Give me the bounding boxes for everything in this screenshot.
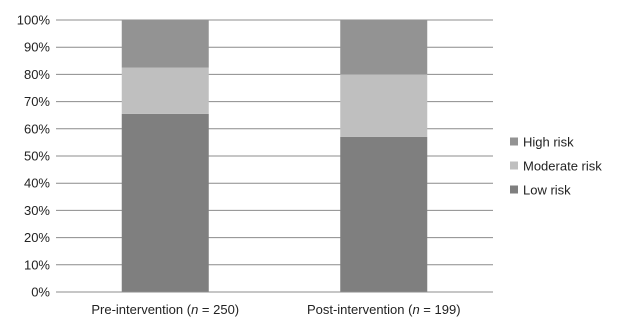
bar-segment-moderate-risk [121, 67, 209, 114]
y-tick-label: 0% [31, 285, 50, 300]
x-category-label: Post-intervention (n = 199) [307, 302, 461, 317]
bar-segment-moderate-risk [340, 74, 428, 137]
y-tick-label: 40% [24, 176, 50, 191]
legend-label: Low risk [523, 183, 571, 198]
legend-swatch [510, 137, 518, 146]
legend-swatch [510, 161, 518, 170]
legend: High risk Moderate risk Low risk [510, 135, 602, 198]
y-tick-label: 90% [24, 40, 50, 55]
y-tick-label: 10% [24, 257, 50, 272]
y-tick-label: 80% [24, 67, 50, 82]
legend-swatch [510, 185, 518, 194]
bar-segment-high-risk [121, 20, 209, 68]
bar-segment-high-risk [340, 20, 428, 75]
bar-segment-low-risk [121, 113, 209, 292]
y-tick-label: 70% [24, 94, 50, 109]
y-axis-tick-labels: 0% 10% 20% 30% 40% 50% 60% 70% 80% 90% 100% [17, 13, 51, 300]
y-tick-label: 50% [24, 149, 50, 164]
y-tick-label: 100% [17, 13, 51, 28]
y-tick-label: 30% [24, 203, 50, 218]
legend-label: Moderate risk [523, 159, 602, 174]
y-tick-label: 60% [24, 121, 50, 136]
y-tick-label: 20% [24, 230, 50, 245]
gridlines [56, 19, 493, 293]
x-category-label: Pre-intervention (n = 250) [91, 302, 239, 317]
legend-label: High risk [523, 135, 574, 150]
bars [121, 20, 428, 292]
bar-segment-low-risk [340, 136, 428, 292]
x-axis-category-labels: Pre-intervention (n = 250) Post-intervent… [91, 302, 460, 317]
